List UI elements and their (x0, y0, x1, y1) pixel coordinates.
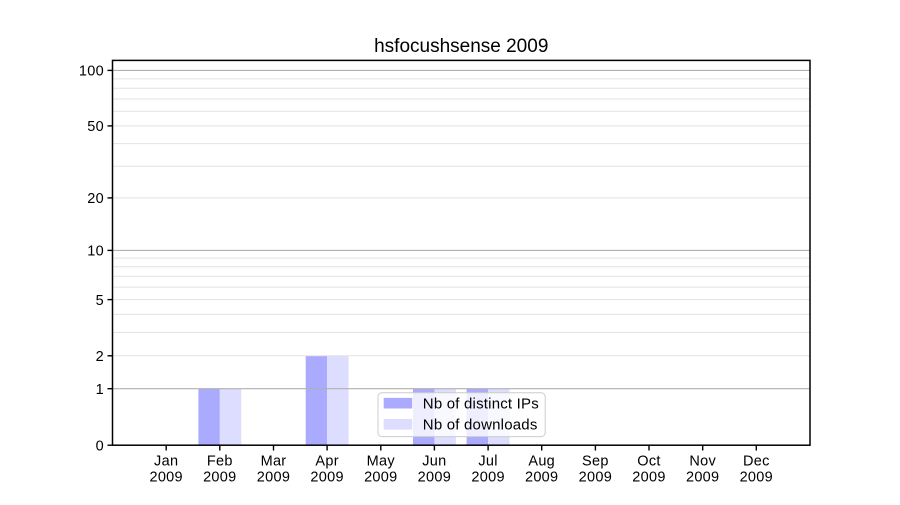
svg-text:2009: 2009 (203, 470, 236, 486)
svg-text:10: 10 (87, 244, 104, 260)
svg-text:2009: 2009 (257, 470, 290, 486)
svg-text:Aug: Aug (528, 453, 555, 469)
svg-text:Apr: Apr (315, 453, 338, 469)
svg-text:2009: 2009 (632, 470, 665, 486)
svg-text:2009: 2009 (525, 470, 558, 486)
svg-text:Jan: Jan (154, 453, 178, 469)
svg-text:Mar: Mar (261, 453, 287, 469)
svg-text:50: 50 (87, 119, 104, 135)
svg-text:2009: 2009 (149, 470, 182, 486)
svg-text:Feb: Feb (207, 453, 233, 469)
svg-text:May: May (367, 453, 396, 469)
svg-text:2009: 2009 (686, 470, 719, 486)
svg-text:100: 100 (79, 64, 104, 80)
svg-text:2009: 2009 (310, 470, 343, 486)
svg-text:2009: 2009 (471, 470, 504, 486)
svg-text:2: 2 (96, 349, 104, 365)
svg-text:0: 0 (96, 439, 104, 455)
svg-text:1: 1 (96, 382, 104, 398)
svg-text:Jul: Jul (478, 453, 497, 469)
svg-text:hsfocushsense 2009: hsfocushsense 2009 (374, 36, 548, 57)
svg-text:Jun: Jun (422, 453, 446, 469)
svg-text:Nb of downloads: Nb of downloads (423, 417, 538, 434)
svg-text:Dec: Dec (743, 453, 770, 469)
svg-text:Nb of distinct IPs: Nb of distinct IPs (423, 395, 539, 412)
svg-text:Nov: Nov (689, 453, 716, 469)
svg-text:Oct: Oct (637, 453, 660, 469)
svg-text:20: 20 (87, 191, 104, 207)
svg-text:2009: 2009 (364, 470, 397, 486)
svg-text:2009: 2009 (579, 470, 612, 486)
svg-text:5: 5 (96, 293, 104, 309)
svg-text:2009: 2009 (740, 470, 773, 486)
svg-text:Sep: Sep (582, 453, 609, 469)
svg-text:2009: 2009 (418, 470, 451, 486)
